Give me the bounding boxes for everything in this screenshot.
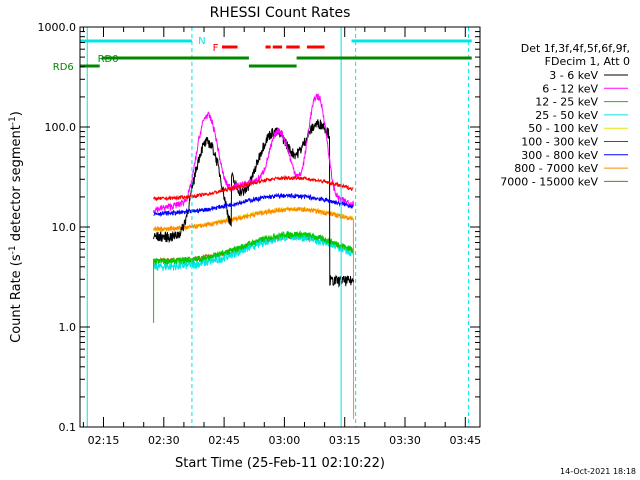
x-tick-label-1: 02:30: [148, 434, 180, 447]
x-tick-label-5: 03:30: [389, 434, 421, 447]
legend-label-1: 6 - 12 keV: [542, 82, 598, 95]
plot-layer: NF RD0 RD6: [53, 27, 472, 427]
y-tick-label-1: 1.0: [59, 321, 77, 334]
legend-label-8: 7000 - 15000 keV: [500, 175, 598, 188]
legend-label-6: 300 - 800 keV: [521, 149, 598, 162]
series-line-5: [153, 174, 354, 202]
y-label-end: ): [9, 111, 24, 116]
y-label-main: Count Rate (s: [9, 254, 24, 343]
f-label: F: [213, 43, 219, 54]
rd6-label: RD6: [53, 62, 74, 73]
series-line-0: [153, 119, 354, 288]
series-line-7: [153, 205, 355, 420]
chart-title: RHESSI Count Rates: [210, 5, 351, 21]
y-tick-label-0: 0.1: [59, 421, 77, 434]
legend-label-2: 12 - 25 keV: [535, 96, 598, 109]
axis-layer: 0.1 1.0 10.0 100.0 1000.0 02:15 02:30 02:45 03:0…: [38, 21, 482, 447]
series-line-3: [153, 231, 354, 271]
n-label: N: [198, 36, 205, 47]
x-tick-label-4: 03:15: [329, 434, 361, 447]
legend-label-0: 3 - 6 keV: [549, 69, 598, 82]
x-tick-label-2: 02:45: [208, 434, 240, 447]
series-line-2: [153, 230, 354, 323]
legend-label-4: 50 - 100 keV: [528, 122, 598, 135]
legend-header-1: Det 1f,3f,4f,5f,6f,9f,: [521, 42, 630, 55]
legend-label-5: 100 - 300 keV: [521, 136, 598, 149]
y-label-sup1: -1: [8, 245, 18, 254]
y-tick-label-2: 10.0: [52, 221, 77, 234]
x-tick-label-6: 03:45: [449, 434, 481, 447]
legend-label-3: 25 - 50 keV: [535, 109, 598, 122]
series-line-6: [153, 192, 354, 218]
y-tick-label-3: 100.0: [45, 121, 77, 134]
legend-label-7: 800 - 7000 keV: [514, 162, 598, 175]
x-axis-label: Start Time (25-Feb-11 02:10:22): [175, 456, 385, 471]
x-tick-label-0: 02:15: [88, 434, 120, 447]
x-tick-label-3: 03:00: [269, 434, 301, 447]
y-label-mid: detector segment: [9, 125, 24, 245]
y-axis-label: Count Rate (s-1 detector segment-1): [8, 111, 24, 343]
y-tick-label-4: 1000.0: [38, 21, 77, 34]
legend-header-2: FDecim 1, Att 0: [545, 55, 630, 68]
y-label-sup2: -1: [8, 116, 18, 125]
rd0-label: RD0: [98, 54, 119, 65]
footer-date: 14-Oct-2021 18:18: [560, 467, 636, 476]
